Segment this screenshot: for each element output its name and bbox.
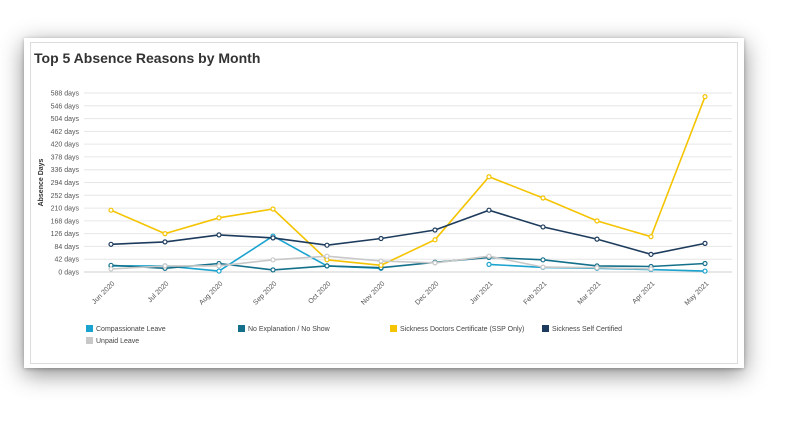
data-point-sickness-doctors-certificate-ssp-only bbox=[162, 231, 168, 237]
data-point-sickness-doctors-certificate-ssp-only bbox=[702, 94, 708, 100]
data-point-unpaid-leave bbox=[162, 263, 168, 269]
data-point-sickness-doctors-certificate-ssp-only bbox=[594, 218, 600, 224]
data-point-sickness-doctors-certificate-ssp-only bbox=[648, 234, 654, 240]
x-tick-label: May 2021 bbox=[684, 280, 711, 307]
data-point-sickness-self-certified bbox=[216, 232, 222, 238]
x-tick-label: Nov 2020 bbox=[360, 280, 386, 306]
data-point-unpaid-leave bbox=[540, 264, 546, 270]
data-point-sickness-self-certified bbox=[702, 240, 708, 246]
data-point-sickness-self-certified bbox=[324, 242, 330, 248]
legend-swatch bbox=[238, 325, 245, 332]
x-tick-label: Apr 2021 bbox=[631, 280, 656, 305]
data-point-sickness-self-certified bbox=[378, 235, 384, 242]
legend-label: Unpaid Leave bbox=[96, 338, 139, 345]
x-tick-label: Mar 2021 bbox=[577, 280, 603, 306]
data-point-compassionate-leave bbox=[216, 268, 222, 274]
y-tick-label: 0 days bbox=[58, 270, 79, 277]
legend-label: No Explanation / No Show bbox=[248, 326, 331, 333]
data-point-sickness-doctors-certificate-ssp-only bbox=[486, 174, 492, 180]
series-line-no-explanation-no-show bbox=[110, 256, 706, 271]
y-axis-title: Absence Days bbox=[38, 158, 45, 206]
data-point-sickness-self-certified bbox=[486, 207, 492, 213]
data-point-unpaid-leave bbox=[270, 257, 276, 263]
y-tick-label: 126 days bbox=[51, 231, 80, 238]
data-point-no-explanation-no-show bbox=[702, 260, 708, 267]
data-point-compassionate-leave bbox=[702, 268, 708, 274]
x-tick-label: Feb 2021 bbox=[523, 280, 549, 306]
y-tick-label: 588 days bbox=[51, 91, 80, 98]
legend-swatch bbox=[390, 325, 397, 332]
y-tick-label: 84 days bbox=[54, 244, 79, 251]
data-point-unpaid-leave bbox=[432, 260, 438, 266]
y-tick-label: 294 days bbox=[51, 180, 80, 187]
x-tick-label: Aug 2020 bbox=[198, 280, 224, 306]
legend-label: Sickness Self Certified bbox=[552, 326, 622, 333]
data-point-no-explanation-no-show bbox=[540, 257, 546, 263]
x-tick-label: Sep 2020 bbox=[252, 280, 278, 306]
data-point-sickness-self-certified bbox=[594, 236, 600, 242]
data-point-sickness-self-certified bbox=[270, 235, 276, 241]
data-point-unpaid-leave bbox=[216, 263, 222, 269]
data-point-unpaid-leave bbox=[648, 266, 654, 272]
data-point-sickness-doctors-certificate-ssp-only bbox=[216, 215, 222, 221]
y-tick-label: 546 days bbox=[51, 103, 80, 110]
y-tick-label: 210 days bbox=[51, 206, 80, 213]
data-point-sickness-doctors-certificate-ssp-only bbox=[270, 206, 276, 212]
data-point-unpaid-leave bbox=[324, 253, 330, 259]
chart-card: Top 5 Absence Reasons by Month 0 days 42 … bbox=[24, 38, 744, 368]
x-tick-label: Jan 2021 bbox=[469, 280, 494, 305]
y-tick-label: 168 days bbox=[51, 218, 80, 225]
data-point-sickness-doctors-certificate-ssp-only bbox=[540, 195, 546, 201]
data-point-sickness-self-certified bbox=[540, 224, 546, 230]
x-tick-label: Oct 2020 bbox=[307, 280, 332, 305]
y-tick-label: 42 days bbox=[54, 257, 79, 264]
line-chart: 0 days 42 days 84 days 126 days 168 days 210 … bbox=[38, 91, 732, 345]
y-tick-label: 378 days bbox=[51, 154, 80, 161]
legend-label: Compassionate Leave bbox=[96, 326, 166, 333]
legend-swatch bbox=[542, 325, 549, 332]
data-point-no-explanation-no-show bbox=[270, 267, 276, 273]
x-tick-label: Dec 2020 bbox=[414, 280, 440, 306]
data-point-unpaid-leave bbox=[108, 266, 114, 272]
data-point-compassionate-leave bbox=[486, 261, 492, 267]
data-point-unpaid-leave bbox=[594, 265, 600, 271]
series-line-sickness-self-certified bbox=[110, 209, 706, 256]
data-point-sickness-self-certified bbox=[432, 227, 438, 233]
data-point-sickness-self-certified bbox=[108, 241, 114, 247]
data-point-sickness-self-certified bbox=[648, 251, 654, 257]
data-point-sickness-self-certified bbox=[162, 239, 168, 245]
y-tick-label: 336 days bbox=[51, 167, 80, 174]
chart-title: Top 5 Absence Reasons by Month bbox=[34, 50, 261, 66]
x-tick-label: Jun 2020 bbox=[91, 280, 116, 305]
card-border bbox=[30, 42, 738, 364]
y-tick-label: 462 days bbox=[51, 129, 80, 136]
data-point-unpaid-leave bbox=[486, 253, 492, 259]
legend-label: Sickness Doctors Certificate (SSP Only) bbox=[400, 326, 524, 333]
legend-swatch bbox=[86, 325, 93, 332]
y-tick-label: 252 days bbox=[51, 193, 80, 200]
data-point-no-explanation-no-show bbox=[324, 263, 330, 269]
x-tick-label: Jul 2020 bbox=[147, 280, 171, 304]
data-point-sickness-doctors-certificate-ssp-only bbox=[432, 237, 438, 243]
y-tick-label: 420 days bbox=[51, 142, 80, 149]
data-point-unpaid-leave bbox=[378, 258, 384, 264]
series-line-sickness-doctors-certificate-ssp-only bbox=[110, 96, 706, 267]
data-point-sickness-doctors-certificate-ssp-only bbox=[378, 262, 384, 268]
legend-swatch bbox=[86, 337, 93, 344]
data-point-sickness-doctors-certificate-ssp-only bbox=[108, 207, 114, 213]
y-tick-label: 504 days bbox=[51, 116, 80, 123]
